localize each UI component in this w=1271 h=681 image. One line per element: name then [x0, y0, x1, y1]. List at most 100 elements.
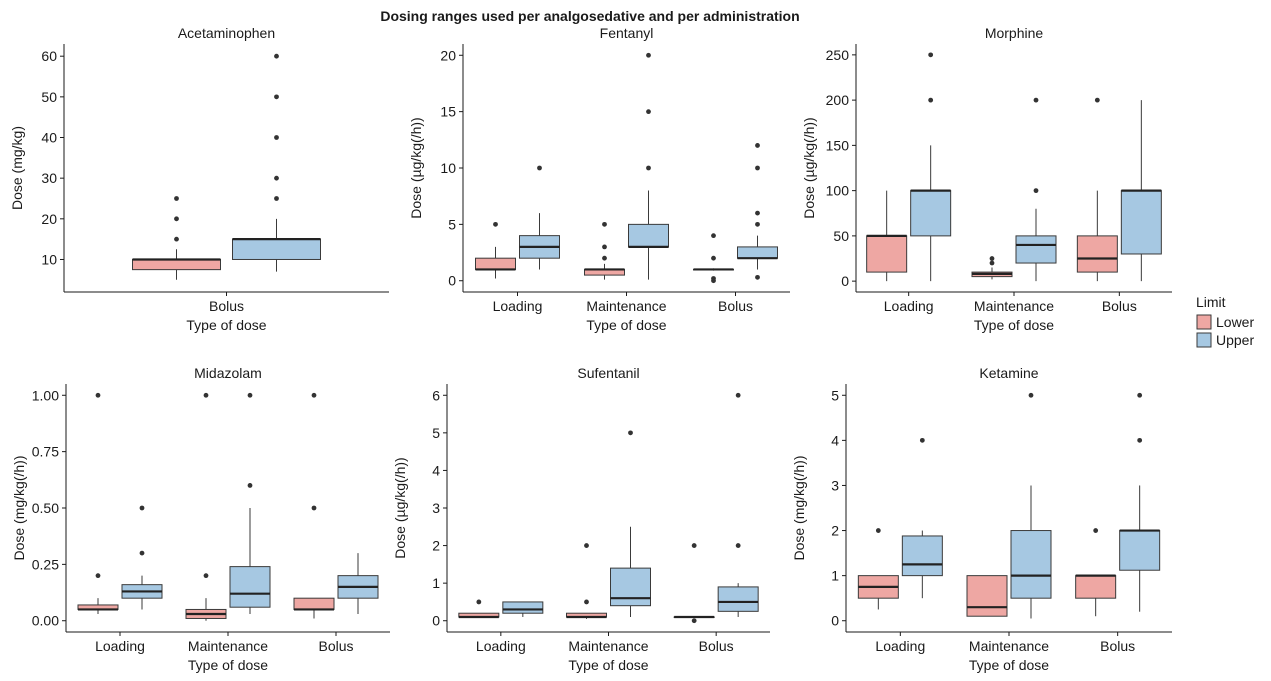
outlier-point — [755, 165, 760, 171]
box-lower-loading — [866, 190, 908, 282]
box-iqr — [628, 223, 669, 248]
panel-title: Midazolam — [194, 365, 262, 381]
box-lower-bolus — [673, 543, 715, 624]
panel-title: Fentanyl — [600, 25, 654, 41]
legend-title: Limit — [1196, 294, 1226, 310]
box-upper-maintenance — [628, 52, 669, 280]
box-iqr — [910, 190, 952, 237]
outlier-point — [1137, 437, 1143, 443]
x-axis-title: Type of dose — [186, 317, 266, 333]
outlier-point — [247, 392, 253, 398]
y-axis-title: Dose (mg/kg(/h)) — [11, 455, 27, 560]
box-upper-loading — [502, 601, 544, 617]
x-tick-label: Bolus — [209, 298, 244, 314]
box-lower-loading — [458, 599, 500, 619]
y-axis-title: Dose (µg/kg(/h)) — [408, 117, 424, 218]
outlier-point — [203, 573, 209, 579]
outlier-point — [537, 165, 542, 171]
outlier-point — [755, 210, 760, 216]
outlier-point — [584, 543, 589, 548]
outlier-point — [711, 255, 716, 261]
x-axis-title: Type of dose — [568, 657, 648, 673]
outlier-point — [476, 599, 482, 605]
y-tick-label: 2 — [432, 538, 440, 554]
y-tick-label: 150 — [826, 137, 850, 153]
panel-sufentanil: Sufentanil 0 1 2 3 4 5 6 Loading Maintenance Bolus… — [392, 365, 770, 673]
box-iqr — [475, 257, 516, 270]
outlier-point — [274, 135, 279, 140]
box-iqr — [1120, 190, 1162, 255]
y-tick-label: 5 — [448, 216, 456, 232]
y-tick-label: 30 — [41, 170, 57, 186]
box-upper-bolus — [337, 553, 379, 614]
outlier-point — [1028, 392, 1034, 398]
y-axis-title: Dose (µg/kg(/h)) — [392, 457, 408, 558]
x-tick-label: Bolus — [1100, 638, 1135, 654]
y-tick-label: 60 — [41, 48, 57, 64]
x-axis-title: Type of dose — [974, 317, 1054, 333]
box-lower-maintenance — [566, 543, 607, 619]
x-tick-label: Bolus — [718, 298, 753, 314]
outlier-point — [174, 196, 179, 201]
y-tick-label: 50 — [41, 89, 57, 105]
y-axis-title: Dose (mg/kg(/h)) — [791, 455, 807, 560]
box-lower-loading — [77, 392, 119, 614]
y-tick-label: 0.50 — [32, 500, 59, 516]
outlier-point — [95, 392, 101, 398]
box-upper-maintenance — [610, 430, 651, 617]
outlier-point — [139, 550, 145, 556]
y-tick-label: 0 — [831, 613, 839, 629]
outlier-point — [602, 255, 607, 261]
y-tick-label: 3 — [831, 477, 839, 493]
x-axis-title: Type of dose — [969, 657, 1049, 673]
y-tick-label: 5 — [432, 425, 440, 441]
y-tick-label: 0 — [448, 273, 456, 289]
y-tick-label: 250 — [826, 47, 850, 63]
box-upper-bolus — [232, 53, 321, 272]
box-upper-loading — [910, 52, 952, 282]
box-iqr — [1075, 575, 1117, 599]
outlier-point — [174, 236, 179, 242]
outlier-point — [602, 244, 607, 250]
outlier-point — [691, 543, 697, 548]
y-axis-title: Dose (µg/kg(/h)) — [801, 117, 817, 218]
box-iqr — [610, 567, 651, 607]
outlier-point — [203, 392, 209, 398]
y-tick-label: 200 — [826, 92, 850, 108]
legend-label-upper: Upper — [1216, 332, 1254, 348]
box-lower-maintenance — [584, 221, 625, 280]
outlier-point — [274, 53, 279, 59]
outlier-point — [311, 505, 317, 511]
box-upper-maintenance — [1015, 97, 1057, 282]
box-iqr — [966, 575, 1008, 617]
y-tick-label: 100 — [826, 183, 850, 199]
panel-title: Sufentanil — [577, 365, 639, 381]
box-lower-bolus — [132, 196, 221, 280]
y-tick-label: 0 — [432, 613, 440, 629]
panel-midazolam: Midazolam 0.00 0.25 0.50 0.75 1.00 Loading Main… — [11, 365, 390, 673]
outlier-point — [919, 437, 925, 443]
y-tick-label: 2 — [831, 523, 839, 539]
chart-title: Dosing ranges used per analgosedative an… — [380, 8, 799, 24]
box-iqr — [717, 586, 759, 612]
panel-acetaminophen: Acetaminophen 10 20 30 40 50 60 Bolus Type of do… — [9, 25, 389, 333]
x-tick-label: Maintenance — [969, 638, 1049, 654]
outlier-point — [274, 196, 279, 201]
x-tick-label: Loading — [884, 298, 934, 314]
box-iqr — [901, 535, 943, 577]
outlier-point — [646, 52, 651, 58]
legend-label-lower: Lower — [1216, 314, 1254, 330]
box-upper-bolus — [737, 143, 778, 280]
box-lower-bolus — [693, 233, 734, 284]
box-iqr — [132, 258, 221, 271]
panel-title: Morphine — [985, 25, 1044, 41]
y-tick-label: 20 — [440, 47, 456, 63]
outlier-point — [928, 52, 934, 58]
legend: Limit Lower Upper — [1196, 294, 1254, 348]
outlier-point — [247, 483, 253, 488]
outlier-point — [628, 430, 633, 436]
y-tick-label: 1.00 — [32, 387, 59, 403]
box-lower-bolus — [1076, 97, 1118, 282]
outlier-point — [735, 392, 741, 398]
outlier-point — [691, 618, 697, 624]
